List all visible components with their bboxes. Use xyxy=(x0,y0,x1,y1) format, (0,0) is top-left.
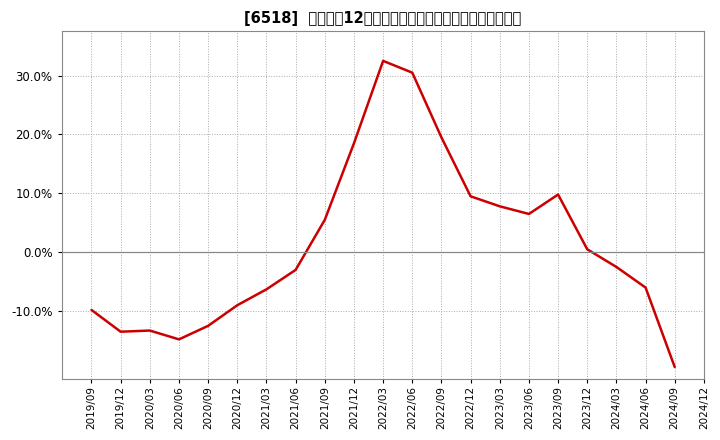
Title: [6518]  売上高の12か月移動合計の対前年同期増減率の推移: [6518] 売上高の12か月移動合計の対前年同期増減率の推移 xyxy=(245,11,522,26)
